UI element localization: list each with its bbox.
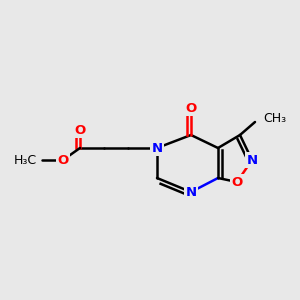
Text: O: O bbox=[74, 124, 86, 136]
Text: N: N bbox=[152, 142, 163, 154]
Text: N: N bbox=[185, 185, 197, 199]
Text: O: O bbox=[57, 154, 69, 166]
Text: H₃C: H₃C bbox=[14, 154, 37, 166]
Text: CH₃: CH₃ bbox=[263, 112, 286, 125]
Text: N: N bbox=[246, 154, 258, 166]
Text: O: O bbox=[231, 176, 243, 188]
Text: O: O bbox=[185, 101, 197, 115]
